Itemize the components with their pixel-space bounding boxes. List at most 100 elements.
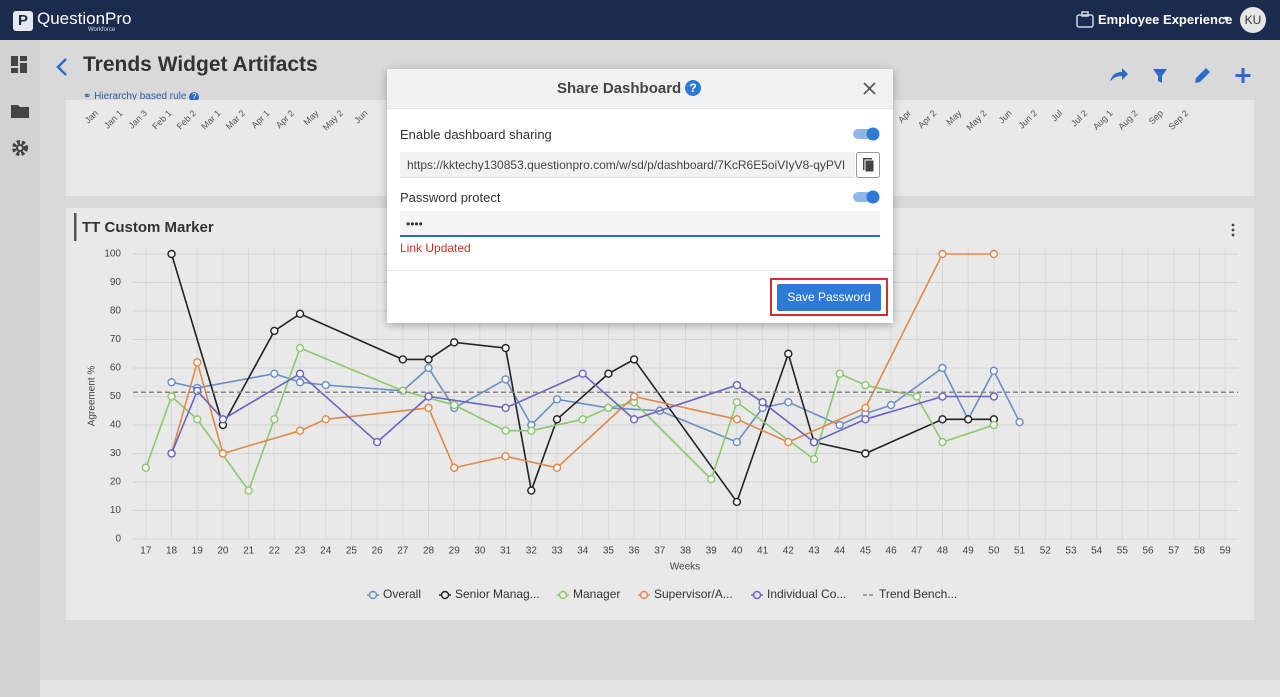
data-point (938, 437, 947, 447)
y-axis-label: Agreement % (87, 366, 98, 427)
y-tick-label: 60 (110, 363, 122, 374)
dashboard-icon[interactable] (11, 56, 29, 74)
share-icon[interactable] (1110, 68, 1128, 82)
add-icon[interactable] (1235, 68, 1251, 83)
legend-item[interactable]: Supervisor/A... (638, 587, 733, 601)
x-tick-label: 19 (192, 546, 204, 557)
modal-title: Share Dashboard (557, 80, 682, 97)
x-tick-label: 45 (860, 546, 872, 557)
product-switcher[interactable]: Employee Experience (1098, 12, 1233, 27)
legend-marker (752, 590, 762, 600)
x-tick-label: 51 (1014, 546, 1026, 557)
x-tick-label: 54 (1091, 546, 1103, 557)
legend-item[interactable]: Overall (367, 587, 421, 601)
data-point (861, 415, 870, 424)
data-point (193, 415, 202, 424)
x-tick-label: 32 (526, 546, 538, 557)
widget-title: TT Custom Marker (82, 219, 214, 236)
legend-item[interactable]: Manager (557, 587, 620, 601)
edit-icon[interactable] (1195, 68, 1210, 83)
data-point (424, 355, 433, 364)
y-tick-label: 10 (110, 505, 122, 516)
hierarchy-link[interactable]: ⚭ Hierarchy based rule ? (83, 91, 200, 102)
data-point (629, 415, 639, 424)
password-field[interactable]: •••• (400, 211, 880, 237)
data-point (372, 437, 382, 447)
data-point (295, 343, 305, 353)
share-modal: Share Dashboard ? Enable dashboard shari… (387, 69, 893, 323)
save-password-button[interactable]: Save Password (777, 284, 881, 311)
data-point (398, 355, 408, 364)
data-point (732, 398, 742, 407)
data-point (989, 420, 999, 430)
x-tick-label: 21 (243, 546, 255, 557)
x-tick-label: 58 (1194, 546, 1206, 557)
x-tick-label: 46 (886, 546, 898, 557)
modal-help[interactable]: ? (685, 80, 701, 96)
y-tick-label: 30 (110, 448, 122, 459)
sidebar (0, 40, 40, 697)
x-tick-label: 33 (551, 546, 563, 557)
back-button[interactable] (55, 57, 69, 77)
y-tick-label: 0 (115, 534, 121, 545)
password-toggle[interactable] (852, 189, 882, 205)
data-point (706, 474, 716, 484)
data-point (295, 309, 305, 319)
url-field[interactable]: https://kktechy130853.questionpro.com/w/… (400, 152, 855, 178)
data-point (989, 366, 999, 376)
data-point (321, 380, 330, 390)
legend-label: Senior Manag... (455, 587, 540, 601)
y-tick-label: 50 (110, 391, 122, 402)
help-icon[interactable]: ? (189, 92, 200, 102)
legend-label: Manager (573, 587, 620, 601)
legend-item[interactable]: Trend Bench... (863, 587, 957, 601)
x-tick-label: 57 (1168, 546, 1180, 557)
data-point (629, 355, 639, 364)
data-point (321, 415, 330, 424)
data-point (167, 378, 176, 387)
data-point (450, 463, 459, 472)
data-point (938, 363, 947, 373)
x-tick-label: 35 (603, 546, 615, 557)
legend-item[interactable]: Individual Co... (751, 587, 846, 601)
avatar[interactable]: KU (1240, 7, 1266, 33)
legend-label: Individual Co... (767, 587, 846, 601)
data-point (501, 452, 510, 461)
data-point (604, 403, 613, 413)
footer-strip (40, 680, 1280, 697)
data-point (193, 358, 202, 367)
data-point (270, 415, 279, 424)
folder-icon[interactable] (11, 103, 29, 119)
data-point (552, 395, 562, 404)
more-menu[interactable] (1231, 223, 1235, 237)
brand-sub: Workforce (88, 27, 116, 33)
data-point (193, 386, 202, 395)
legend-item[interactable]: Senior Manag... (439, 587, 540, 601)
data-point (912, 392, 921, 401)
legend-marker (440, 590, 450, 600)
hierarchy-text[interactable]: Hierarchy based rule (94, 91, 187, 102)
y-tick-label: 100 (104, 249, 121, 260)
x-tick-label: 30 (474, 546, 486, 557)
x-tick-label: 44 (834, 546, 846, 557)
data-point (732, 380, 742, 390)
y-tick-label: 70 (110, 334, 122, 345)
data-point (552, 463, 562, 472)
data-point (450, 338, 459, 347)
legend-marker (639, 590, 649, 600)
brand: QuestionPro (37, 9, 132, 28)
x-tick-label: 34 (577, 546, 589, 557)
enable-label: Enable dashboard sharing (400, 127, 552, 142)
legend-label: Supervisor/A... (654, 587, 733, 601)
copy-button[interactable] (856, 152, 880, 178)
data-point (501, 375, 510, 384)
settings-icon[interactable] (11, 139, 29, 157)
enable-toggle[interactable] (852, 126, 882, 142)
close-button[interactable] (863, 82, 876, 95)
status-message: Link Updated (400, 241, 471, 255)
data-point (732, 415, 742, 424)
x-tick-label: 36 (629, 546, 641, 557)
data-point (218, 449, 228, 458)
x-tick-label: 59 (1220, 546, 1232, 557)
filter-icon[interactable] (1153, 69, 1167, 83)
